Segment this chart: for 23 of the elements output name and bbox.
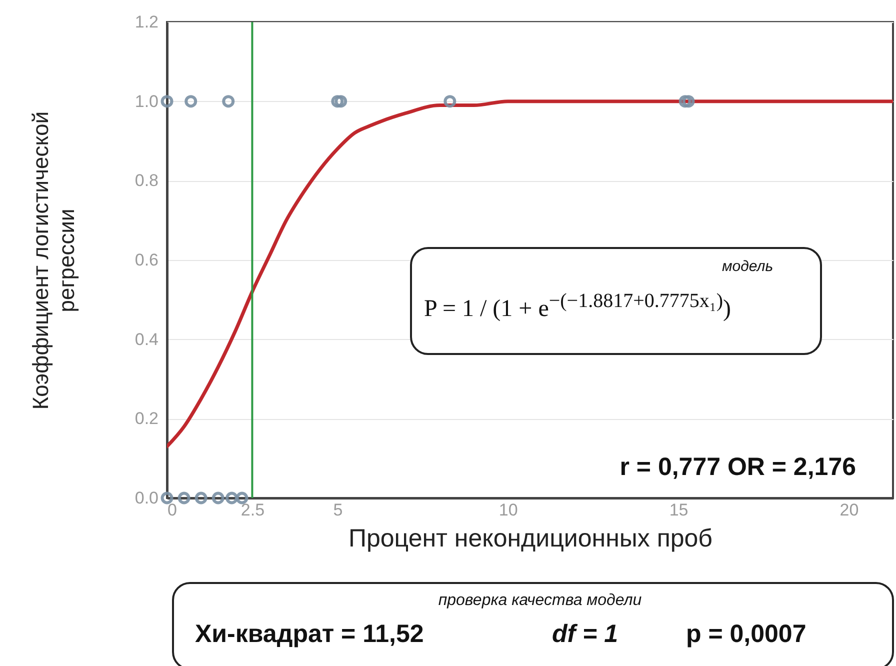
x-tick-label: 0 [168, 500, 177, 520]
x-tick-label: 10 [498, 500, 518, 520]
text: проверка качества модели [438, 592, 642, 610]
x-axis-title: Процент некондиционных проб [348, 524, 712, 552]
y-tick-label: 0.4 [134, 330, 158, 349]
annotation: P = 1 / (1 + e$^{−(−1.8817+0.7775x₁)}$) [424, 290, 731, 323]
annotation: r = 0,777 OR = 2,176 [620, 453, 856, 482]
y-tick-label: 1.0 [134, 92, 158, 111]
y-tick-label: 1.2 [134, 12, 158, 32]
text: df = 1 [552, 620, 618, 649]
text: p = 0,0007 [686, 620, 806, 649]
line-series [167, 100, 893, 448]
y-tick-label: 0.8 [134, 171, 158, 190]
x-tick-label: 5 [333, 500, 343, 520]
y-tick-label: 0.2 [134, 409, 158, 428]
annotation: модель [722, 258, 774, 275]
x-tick-label: 20 [840, 500, 859, 520]
y-tick-label: 0.0 [134, 488, 158, 508]
x-tick-label: 2.5 [240, 500, 265, 520]
x-tick-label: 15 [669, 500, 688, 520]
y-tick-label: 0.6 [134, 250, 158, 270]
text: Хи-квадрат = 11,52 [195, 620, 424, 649]
y-axis-title: Коэффициент логистической регрессии [28, 111, 79, 410]
